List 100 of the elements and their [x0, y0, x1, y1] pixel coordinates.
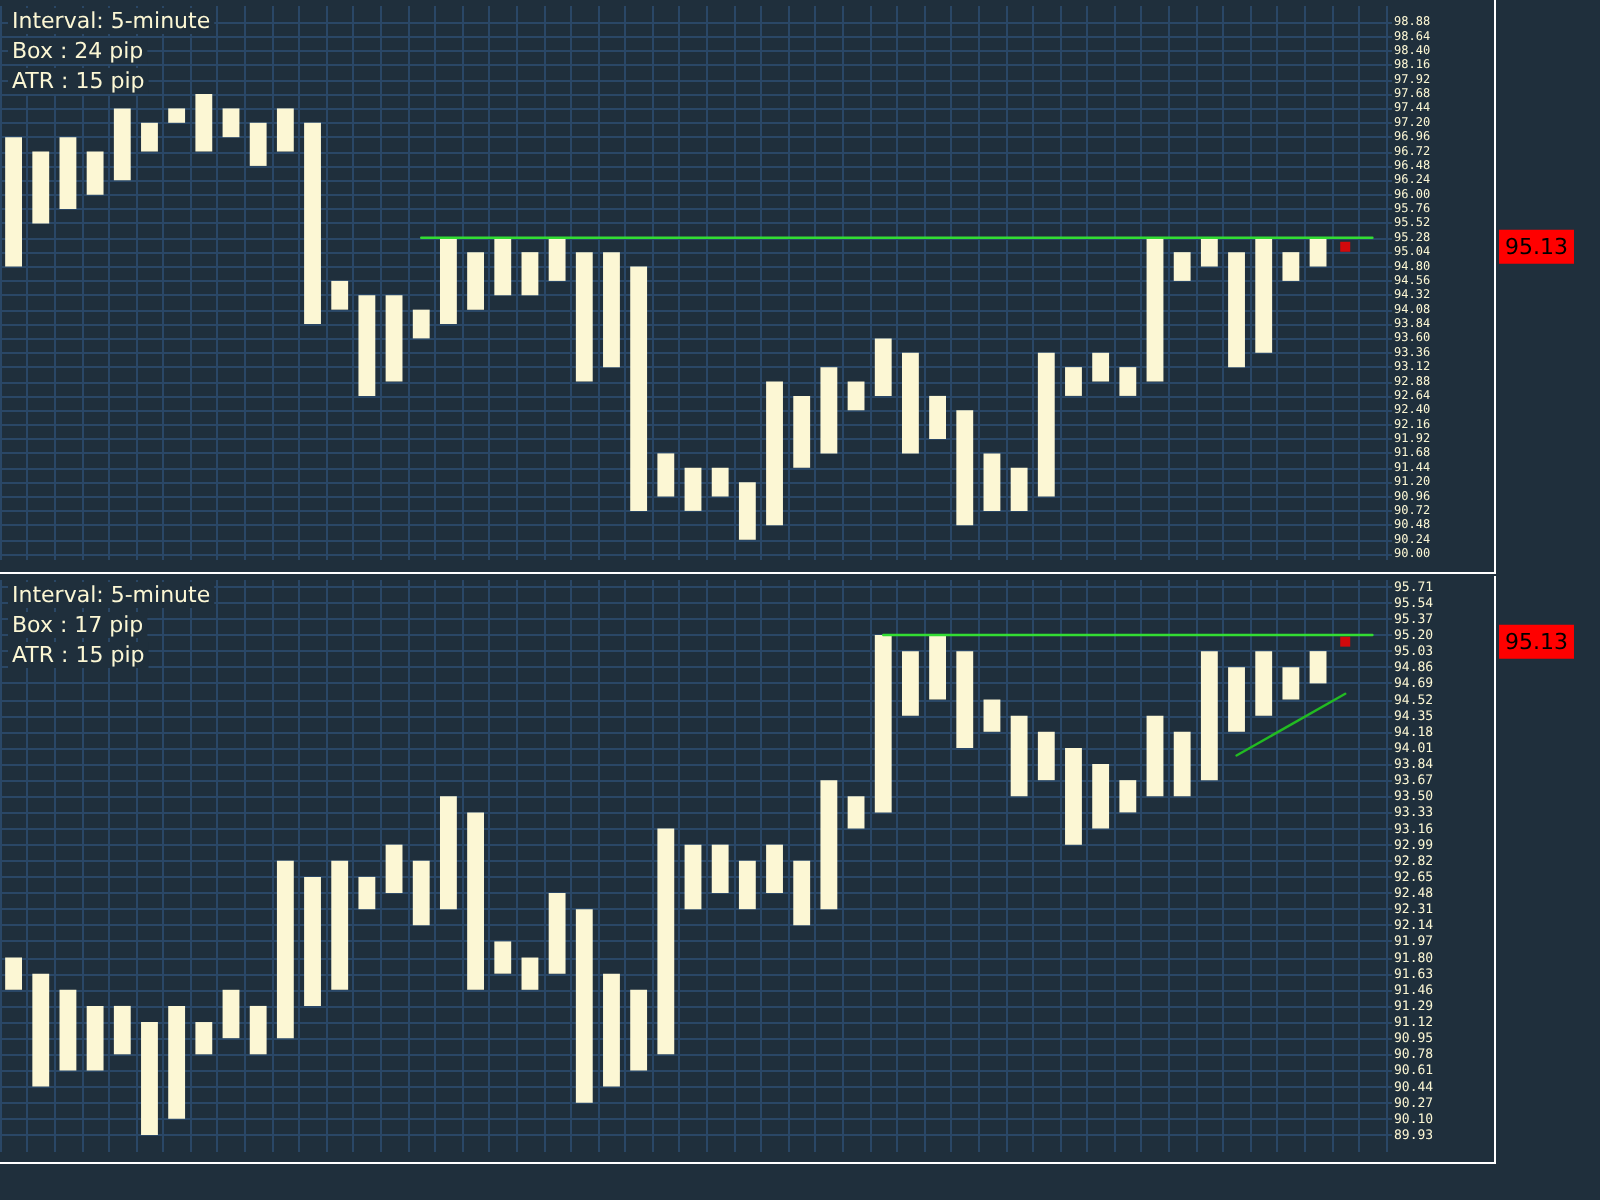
- bar: [1200, 237, 1218, 267]
- bar: [983, 699, 1001, 732]
- bar: [657, 828, 675, 1055]
- bar: [439, 796, 457, 910]
- bar: [59, 137, 77, 210]
- bar: [847, 381, 865, 411]
- annotation: Box : 24 pip: [12, 38, 144, 64]
- bar: [494, 237, 512, 296]
- bar: [1255, 651, 1273, 716]
- annotation: Interval: 5-minute: [12, 8, 211, 34]
- bar: [331, 860, 349, 990]
- bar: [847, 796, 865, 829]
- bar: [1092, 352, 1110, 382]
- bar: [521, 957, 539, 990]
- bar: [603, 252, 620, 368]
- bar: [657, 453, 675, 497]
- bar: [1119, 780, 1137, 813]
- bar: [1228, 667, 1245, 732]
- bar: [86, 1005, 104, 1071]
- bar: [793, 860, 811, 926]
- bar: [1010, 467, 1028, 511]
- bar: [548, 893, 566, 974]
- text: 95.13: [1505, 628, 1568, 655]
- bar: [603, 973, 620, 1087]
- bar: [1092, 764, 1110, 829]
- bar: [304, 876, 321, 1006]
- bar: [1119, 367, 1137, 396]
- bar: [249, 1005, 267, 1055]
- bar: [113, 108, 131, 181]
- bar: [5, 957, 23, 990]
- bar: [1037, 352, 1055, 497]
- bar: [901, 651, 919, 716]
- bar: [684, 467, 702, 511]
- bar: [439, 237, 457, 325]
- bar: [874, 338, 892, 396]
- bar: [1173, 252, 1191, 281]
- bar: [1282, 252, 1300, 281]
- bar: [1255, 237, 1273, 353]
- bar: [738, 482, 756, 540]
- bar: [983, 453, 1001, 511]
- annotation: ATR : 15 pip: [12, 642, 145, 668]
- bar: [766, 844, 783, 894]
- bar: [1010, 715, 1028, 797]
- bar: [1309, 237, 1327, 267]
- bar: [168, 1005, 186, 1119]
- bar: [412, 309, 430, 339]
- bar: [1282, 667, 1300, 700]
- bar: [113, 1005, 131, 1055]
- bar: [141, 122, 158, 152]
- bar: [684, 844, 702, 910]
- bar: [1200, 651, 1218, 781]
- bar: [412, 860, 430, 926]
- bar: [929, 635, 947, 700]
- bar: [521, 252, 539, 296]
- text: 95.13: [1505, 233, 1568, 260]
- bar: [956, 651, 974, 748]
- bar: [304, 122, 321, 325]
- bar: [168, 108, 186, 123]
- bar: [276, 860, 294, 1039]
- bar: [1309, 651, 1327, 684]
- bar: [86, 151, 104, 195]
- bar: [1065, 747, 1082, 845]
- bar: [1173, 731, 1191, 797]
- bar: [575, 252, 593, 382]
- bar: [467, 252, 485, 310]
- bar: [494, 941, 512, 974]
- bar: [222, 989, 240, 1039]
- bar: [929, 395, 947, 440]
- bar: [331, 280, 349, 310]
- bar: [141, 1022, 158, 1135]
- bar: [766, 381, 783, 526]
- bar: [222, 108, 240, 138]
- bar: [276, 108, 294, 152]
- bar: [711, 844, 729, 894]
- bar: [1146, 237, 1164, 382]
- annotation: Interval: 5-minute: [12, 582, 211, 608]
- bar: [874, 635, 892, 813]
- bar: [467, 812, 485, 990]
- bar: [358, 295, 376, 396]
- bar: [820, 780, 838, 910]
- bar: [385, 295, 403, 382]
- bar: [195, 1022, 213, 1055]
- bar: [793, 395, 811, 468]
- bar: [32, 973, 50, 1087]
- bar: [59, 989, 77, 1071]
- bar: [249, 122, 267, 166]
- bar: [1037, 731, 1055, 781]
- bar: [901, 352, 919, 454]
- bar: [5, 137, 23, 267]
- bar: [820, 367, 838, 454]
- bar: [548, 237, 566, 281]
- bar: [1228, 252, 1245, 368]
- bar: [1146, 715, 1164, 797]
- bar: [575, 909, 593, 1103]
- bar: [738, 860, 756, 910]
- bar: [630, 266, 648, 511]
- bar: [358, 876, 376, 910]
- bar: [385, 844, 403, 894]
- annotation: Box : 17 pip: [12, 612, 144, 638]
- bar: [1065, 367, 1082, 396]
